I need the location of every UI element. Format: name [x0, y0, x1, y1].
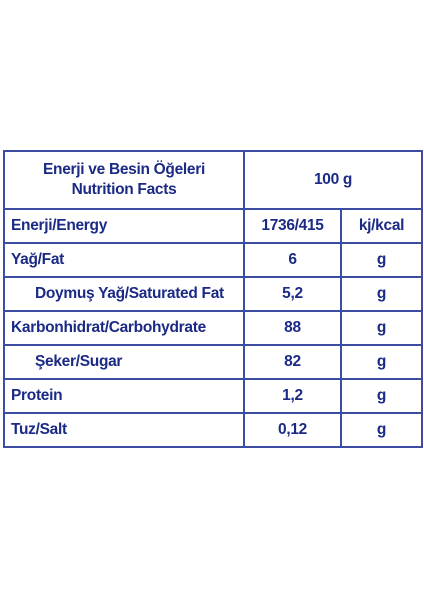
nutrient-unit: g: [339, 242, 424, 278]
nutrition-table: Enerji ve Besin Öğeleri Nutrition Facts …: [3, 150, 424, 448]
nutrient-value: 1736/415: [243, 208, 342, 244]
nutrient-label: Şeker/Sugar: [3, 344, 245, 380]
nutrient-value: 6: [243, 242, 342, 278]
nutrient-unit: g: [339, 310, 424, 346]
nutrient-row: Protein 1,2 g: [3, 378, 424, 414]
nutrient-unit: g: [339, 378, 424, 414]
nutrient-row: Karbonhidrat/Carbohydrate 88 g: [3, 310, 424, 346]
nutrient-label: Protein: [3, 378, 245, 414]
nutrient-value: 1,2: [243, 378, 342, 414]
nutrient-row: Doymuş Yağ/Saturated Fat 5,2 g: [3, 276, 424, 312]
nutrient-row: Yağ/Fat 6 g: [3, 242, 424, 278]
nutrient-value: 0,12: [243, 412, 342, 448]
nutrient-label: Doymuş Yağ/Saturated Fat: [3, 276, 245, 312]
nutrient-value: 88: [243, 310, 342, 346]
nutrient-unit: g: [339, 276, 424, 312]
nutrient-unit: g: [339, 344, 424, 380]
nutrient-label: Yağ/Fat: [3, 242, 245, 278]
nutrient-unit: kj/kcal: [339, 208, 424, 244]
nutrient-row: Şeker/Sugar 82 g: [3, 344, 424, 380]
nutrient-label: Tuz/Salt: [3, 412, 245, 448]
header-title: Enerji ve Besin Öğeleri: [43, 161, 205, 178]
nutrient-label: Karbonhidrat/Carbohydrate: [3, 310, 245, 346]
header-title: Nutrition Facts: [71, 181, 177, 198]
nutrient-value: 5,2: [243, 276, 342, 312]
header-amount: 100 g: [242, 150, 424, 210]
nutrient-label: Enerji/Energy: [3, 208, 245, 244]
nutrient-row: Enerji/Energy 1736/415 kj/kcal: [3, 208, 424, 244]
nutrient-unit: g: [339, 412, 424, 448]
nutrient-value: 82: [243, 344, 342, 380]
header-row: Enerji ve Besin Öğeleri Nutrition Facts …: [3, 150, 424, 210]
nutrient-row: Tuz/Salt 0,12 g: [3, 412, 424, 448]
header-title-cell: Enerji ve Besin Öğeleri Nutrition Facts: [3, 150, 245, 210]
